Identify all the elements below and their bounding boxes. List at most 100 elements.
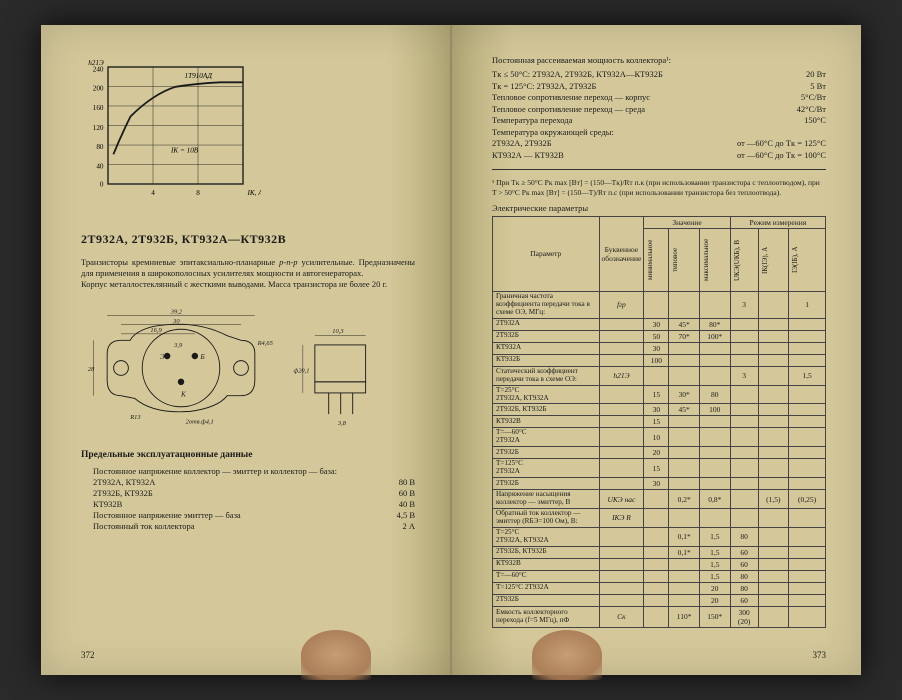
param-value-cell <box>758 416 789 428</box>
svg-text:3,9: 3,9 <box>173 342 183 349</box>
param-value-cell <box>789 354 826 366</box>
param-value-cell <box>758 366 789 385</box>
param-value-cell <box>789 330 826 342</box>
svg-text:IК, А: IК, А <box>247 189 261 197</box>
param-value-cell <box>669 478 699 490</box>
limits-list: Постоянное напряжение коллектор — эмитте… <box>81 466 415 531</box>
param-name-cell: 2Т932Б <box>493 594 600 606</box>
param-value-cell: 1,5 <box>699 558 730 570</box>
svg-text:Б: Б <box>199 352 205 361</box>
param-value-cell <box>699 416 730 428</box>
param-value-cell <box>789 582 826 594</box>
param-name-cell: T=—60°С <box>493 570 600 582</box>
table-row: 2Т932Б20 <box>493 447 826 459</box>
param-value-cell: 60 <box>730 594 758 606</box>
table-row: T=—60°С 1,580 <box>493 570 826 582</box>
param-value-cell: 15 <box>644 459 669 478</box>
spec-label: Температура перехода <box>492 115 572 126</box>
param-value-cell: 20 <box>699 594 730 606</box>
param-symbol-cell <box>599 354 644 366</box>
param-value-cell <box>669 582 699 594</box>
param-value-cell <box>644 366 669 385</box>
param-name-cell: КТ932А <box>493 342 600 354</box>
param-value-cell <box>758 447 789 459</box>
svg-text:4: 4 <box>151 189 155 197</box>
param-name-cell: 2Т932Б <box>493 330 600 342</box>
param-value-cell: 80 <box>730 527 758 546</box>
spec-label: 2Т932А, КТ932А <box>93 477 365 487</box>
package-diagram: Э Б К 39,2 30 16,9 3,9 28 R4,65 R13 2отв… <box>81 308 401 428</box>
param-value-cell: 80 <box>730 570 758 582</box>
left-page: 240 200 160 120 80 40 0 4 8 IК, А h21Э 1… <box>41 25 451 675</box>
param-value-cell: 15 <box>644 416 669 428</box>
power-heading: Постоянная рассеиваемая мощность коллект… <box>492 55 826 66</box>
param-value-cell: (1,5) <box>758 490 789 509</box>
col-ik: IК(IЭ), А <box>761 230 769 290</box>
param-value-cell <box>669 459 699 478</box>
param-name-cell: 2Т932А <box>493 318 600 330</box>
param-value-cell <box>699 428 730 447</box>
param-symbol-cell <box>599 459 644 478</box>
spec-row: КТ932А — КТ932Вот —60°С до Tк = 100°С <box>492 150 826 161</box>
table-row: 2Т932Б5070*100* <box>493 330 826 342</box>
param-value-cell <box>758 354 789 366</box>
spec-value: от —60°С до Tк = 100°С <box>737 150 826 161</box>
page-number: 373 <box>813 650 827 660</box>
param-value-cell: 100* <box>699 330 730 342</box>
spec-value: 2 А <box>365 521 415 531</box>
spec-label: Тепловое сопротивление переход — среда <box>492 104 645 115</box>
spec-value: 5 Вт <box>810 81 826 92</box>
param-value-cell <box>789 342 826 354</box>
svg-text:R13: R13 <box>129 414 140 421</box>
param-value-cell <box>730 490 758 509</box>
param-value-cell <box>789 546 826 558</box>
param-symbol-cell: UКЭ нас <box>599 490 644 509</box>
right-page: Постоянная рассеиваемая мощность коллект… <box>451 25 861 675</box>
chart-inner-label: IК = 10В <box>170 147 199 155</box>
param-value-cell <box>669 447 699 459</box>
param-value-cell <box>758 582 789 594</box>
param-name-cell: T=125°С 2Т932А <box>493 582 600 594</box>
param-value-cell: 30 <box>644 404 669 416</box>
divider <box>492 169 826 170</box>
limits-heading: Предельные эксплуатационные данные <box>81 450 415 460</box>
param-value-cell <box>730 342 758 354</box>
param-name-cell: Граничная частота коэффициента передачи … <box>493 291 600 318</box>
spec-row: Температура окружающей среды: <box>492 127 826 138</box>
col-ie: IЭ(IБ), А <box>791 230 799 290</box>
param-value-cell <box>758 606 789 627</box>
param-value-cell <box>758 291 789 318</box>
spec-row: Тепловое сопротивление переход — среда42… <box>492 104 826 115</box>
col-symbol: Буквенное обозначение <box>602 245 642 263</box>
param-value-cell <box>730 330 758 342</box>
param-value-cell: 1,5 <box>699 527 730 546</box>
param-value-cell <box>789 385 826 404</box>
table-row: T=25°С2Т932А, КТ932А1530*80 <box>493 385 826 404</box>
h21e-chart: 240 200 160 120 80 40 0 4 8 IК, А h21Э 1… <box>81 55 261 205</box>
param-value-cell: 110* <box>669 606 699 627</box>
param-value-cell: 80 <box>730 582 758 594</box>
svg-text:ф20,1: ф20,1 <box>294 368 310 375</box>
spec-label: Tк ≤ 50°С: 2Т932А, 2Т932Б, КТ932А—КТ932Б <box>492 69 663 80</box>
thumb-shadow <box>301 630 371 680</box>
param-value-cell: 20 <box>644 447 669 459</box>
svg-text:120: 120 <box>93 124 104 132</box>
param-value-cell: 100 <box>644 354 669 366</box>
svg-text:39,2: 39,2 <box>170 309 183 316</box>
param-value-cell: 30 <box>644 478 669 490</box>
spec-value: от —60°С до Tк = 125°С <box>737 138 826 149</box>
spec-line: Постоянное напряжение эмиттер — база4,5 … <box>81 510 415 520</box>
param-value-cell <box>644 546 669 558</box>
param-value-cell <box>730 447 758 459</box>
spec-line: Постоянное напряжение коллектор — эмитте… <box>81 466 415 476</box>
param-value-cell <box>699 342 730 354</box>
param-value-cell <box>730 428 758 447</box>
param-value-cell <box>758 428 789 447</box>
param-value-cell: 0,1* <box>669 546 699 558</box>
param-value-cell <box>730 478 758 490</box>
param-value-cell: 1,5 <box>699 570 730 582</box>
spec-label: Tк = 125°С: 2Т932А, 2Т932Б <box>492 81 596 92</box>
param-value-cell <box>699 459 730 478</box>
param-symbol-cell <box>599 558 644 570</box>
table-row: T=25°С2Т932А, КТ932А0,1*1,580 <box>493 527 826 546</box>
